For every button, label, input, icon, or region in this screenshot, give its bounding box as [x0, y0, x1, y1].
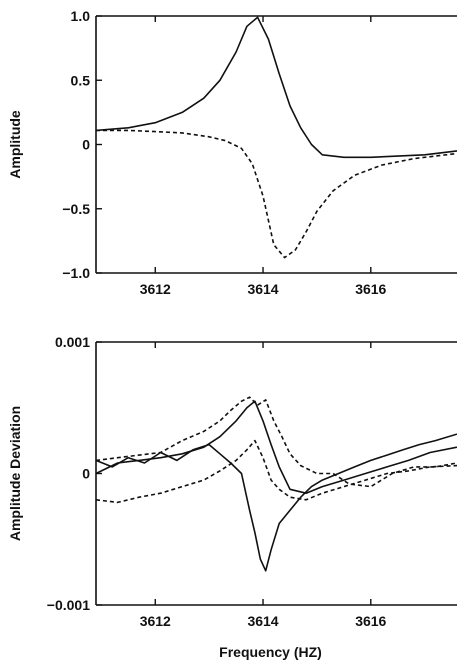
amplitude-series-2-line	[96, 129, 457, 259]
deviation-x-tick-label: 3614	[247, 613, 278, 629]
deviation-x-tick-label: 3616	[355, 613, 386, 629]
amplitude-x-tick-label: 3612	[140, 281, 171, 297]
deviation-y-tick-label: 0.001	[55, 334, 90, 350]
amplitude-y-tick-label: −0.5	[62, 201, 90, 217]
amplitude-y-tick-label: −1.0	[62, 265, 90, 281]
amplitude-x-tick-label: 3616	[355, 281, 386, 297]
amplitude-y-axis-title: Amplitude	[7, 110, 23, 179]
amplitude-deviation-panel: 3612 3614 3616 0.001 0 −0.001 Amplitude Deviat…	[7, 334, 457, 660]
amplitude-series-1-line	[95, 16, 457, 159]
amplitude-panel: 3612 3614 3616 1.0 0.5 0 −0.5 −1.0 Amplitude	[7, 8, 457, 297]
deviation-y-tick-label: 0	[82, 466, 90, 482]
deviation-x-axis-title: Frequency (HZ)	[219, 644, 322, 660]
amplitude-y-tick-label: 0.5	[71, 72, 91, 88]
deviation-series-4-line	[95, 439, 457, 504]
deviation-series-2-line	[95, 400, 457, 495]
deviation-series-3-line	[95, 396, 457, 488]
deviation-series-1-line	[95, 433, 457, 572]
amplitude-y-tick-label: 0	[82, 137, 90, 153]
amplitude-y-tick-label: 1.0	[71, 8, 91, 24]
deviation-x-tick-label: 3612	[140, 613, 171, 629]
amplitude-x-tick-label: 3614	[247, 281, 278, 297]
deviation-y-tick-label: −0.001	[47, 597, 90, 613]
deviation-y-axis-title: Amplitude Deviation	[7, 406, 23, 541]
